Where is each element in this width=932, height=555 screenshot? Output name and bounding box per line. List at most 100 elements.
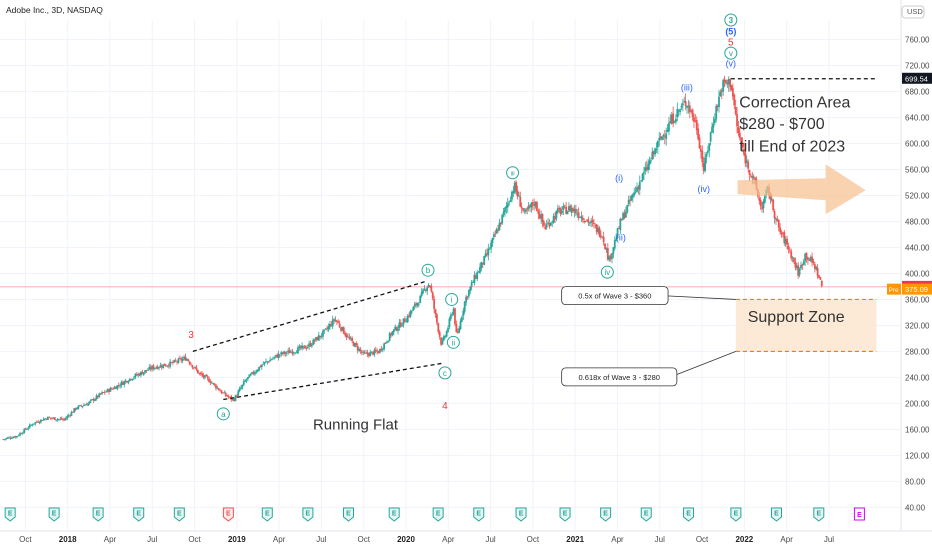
candle-body [202,374,205,378]
wave-label: (ii) [616,233,626,243]
earnings-marker [302,507,314,522]
candle-body [355,342,358,346]
candle-body [454,308,456,325]
candle-body [213,383,216,385]
candle-body [477,271,480,273]
candle-body [440,337,442,345]
candle-body [711,126,713,133]
candle-body [249,374,252,376]
candle-body [152,365,155,369]
callout-pointer [662,295,736,300]
candle-body [595,224,598,233]
candle-body [127,381,130,383]
candle-body [670,114,673,124]
earnings-marker-label: E [563,511,568,518]
candle-body [543,221,545,226]
candle-body [67,415,70,417]
candle-body [134,374,137,378]
earnings-marker [92,507,104,522]
candle-body [280,352,283,355]
candle-body [540,214,543,219]
candle-body [240,387,242,390]
price-axis[interactable]: 40.00 80.00 120.00 160.00 200.00 240.00 280.00… [887,0,932,531]
candle-body [612,247,615,254]
x-tick-label: Jul [824,535,834,544]
candle-body [444,335,447,337]
currency-box[interactable] [901,5,925,19]
candle-body [341,326,344,331]
price-label-bg [902,72,932,84]
wave-circle [506,166,520,180]
candle-body [23,428,26,433]
candle-body [713,119,716,123]
candle-body [666,129,669,133]
candle-body [74,408,77,410]
candle-body [237,391,240,396]
candle-body [820,280,823,286]
wave-label: (5) [725,27,736,37]
candle-body [611,253,613,259]
candle-body [209,381,212,383]
candle-body [130,379,133,380]
candle-body [811,256,813,263]
candle-body [424,289,427,291]
candle-body [584,221,587,222]
candle-body [78,405,81,406]
candle-body [776,218,779,222]
candle-body [71,411,74,413]
candle-body [641,173,644,181]
candle-body [691,109,694,118]
earnings-marker [4,507,16,522]
wave-circle [724,46,738,60]
candle-body [819,277,822,280]
candle-body [659,136,662,139]
candle-body [98,393,101,398]
time-axis[interactable]: Oct 2018 Apr Jul Oct 2019 Apr Jul Oct 2020 Apr Jul O… [0,530,932,544]
candle-body [256,370,259,372]
candle-body [55,419,58,421]
x-tick-label: Oct [357,535,370,544]
candle-body [818,275,820,279]
candle-body [276,355,279,358]
candle-body [770,198,773,201]
candle-body [633,192,636,196]
candle-body [128,378,131,381]
candle-body [27,427,30,429]
candle-body [608,256,611,260]
candle-body [709,132,712,142]
candle-body [677,110,680,112]
candle-body [733,94,736,106]
candle-body [398,322,401,329]
candle-body [384,342,387,344]
candle-body [252,371,255,374]
earnings-marker [48,507,60,522]
x-tick-label: Oct [188,535,201,544]
candle-body [448,318,451,327]
candle-body [644,167,647,172]
candle-body [638,181,641,190]
candle-body [798,268,801,275]
candle-body [88,401,91,404]
candle-body [624,211,627,218]
candle-body [231,398,234,400]
y-tick-label: 760.00 [905,35,930,44]
candle-body [415,303,417,306]
candle-body [419,295,422,304]
candle-body [358,348,360,352]
candle-body [17,435,20,437]
earnings-marker-label: E [436,511,441,518]
candle-body [516,190,519,197]
candle-body [295,352,298,354]
candle-body [751,176,754,179]
candle-body [456,331,459,333]
candle-body [65,418,67,420]
earnings-marker-label: E [226,511,231,518]
candle-body [512,191,515,194]
candle-body [494,233,497,235]
support-zone-fill [735,299,877,352]
running-flat-label: Running Flat [313,416,399,433]
running-flat-lower-line [223,362,444,401]
